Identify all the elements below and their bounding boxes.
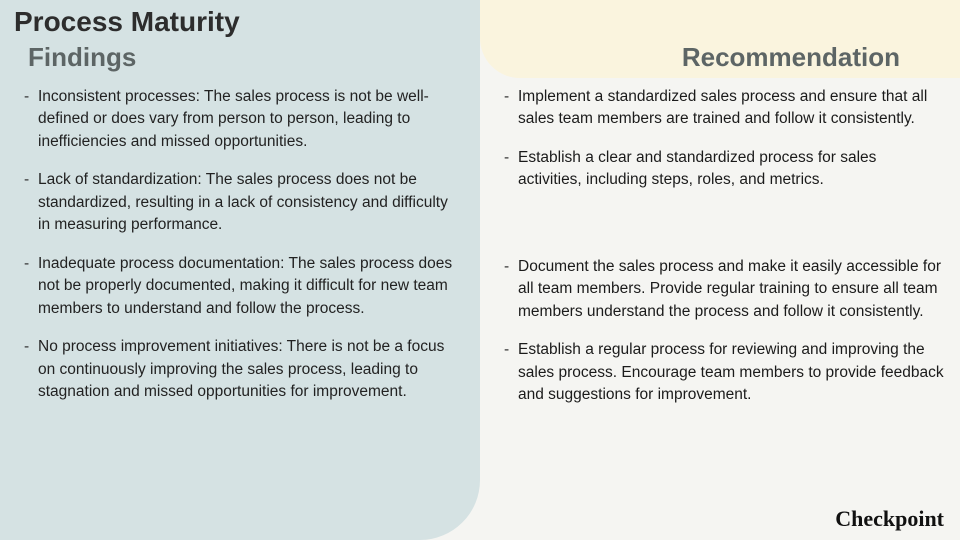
bullet-dash: - xyxy=(504,256,518,278)
recommendation-item: -Implement a standardized sales process … xyxy=(504,86,944,131)
bullet-dash: - xyxy=(24,169,38,191)
finding-item: -No process improvement initiatives: The… xyxy=(24,336,464,403)
finding-item-text: Inadequate process documentation: The sa… xyxy=(38,253,464,320)
findings-column: -Inconsistent processes: The sales proce… xyxy=(24,86,464,420)
recommendation-heading: Recommendation xyxy=(682,42,900,73)
bullet-dash: - xyxy=(504,147,518,169)
page-title: Process Maturity xyxy=(14,6,240,38)
recommendations-column: -Implement a standardized sales process … xyxy=(504,86,944,423)
recommendation-item-text: Establish a regular process for reviewin… xyxy=(518,339,944,406)
findings-heading: Findings xyxy=(28,42,136,73)
brand-logo: Checkpoint xyxy=(835,506,944,532)
finding-item-text: No process improvement initiatives: Ther… xyxy=(38,336,464,403)
bullet-dash: - xyxy=(504,339,518,361)
recommendation-item-text: Document the sales process and make it e… xyxy=(518,256,944,323)
recommendation-item: -Establish a regular process for reviewi… xyxy=(504,339,944,406)
bullet-dash: - xyxy=(504,86,518,108)
recommendation-item: -Document the sales process and make it … xyxy=(504,256,944,323)
finding-item: -Inconsistent processes: The sales proce… xyxy=(24,86,464,153)
recommendation-item-text: Implement a standardized sales process a… xyxy=(518,86,944,131)
bullet-dash: - xyxy=(24,253,38,275)
recommendation-item: -Establish a clear and standardized proc… xyxy=(504,147,944,192)
bullet-dash: - xyxy=(24,336,38,358)
finding-item: -Lack of standardization: The sales proc… xyxy=(24,169,464,236)
recommendation-item-text: Establish a clear and standardized proce… xyxy=(518,147,944,192)
finding-item-text: Inconsistent processes: The sales proces… xyxy=(38,86,464,153)
finding-item: -Inadequate process documentation: The s… xyxy=(24,253,464,320)
finding-item-text: Lack of standardization: The sales proce… xyxy=(38,169,464,236)
bullet-dash: - xyxy=(24,86,38,108)
